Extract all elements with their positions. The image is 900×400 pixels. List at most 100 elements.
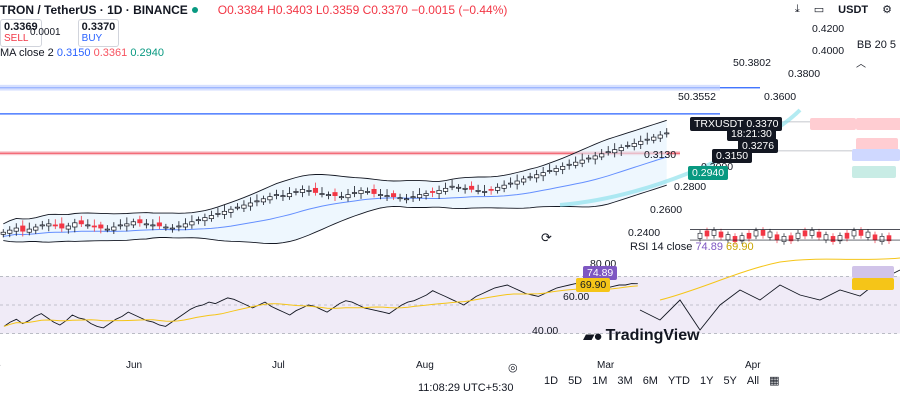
rsi-line [3,283,638,329]
candle-body [410,196,416,199]
candle-body [143,223,149,226]
candle-body [725,234,731,241]
candle-body [718,231,724,238]
rsi-legend-ma-value: 69.90 [726,241,754,253]
candle-body [664,132,670,135]
range-1m[interactable]: 1M [592,375,608,387]
candle-body [795,232,801,239]
candle-body [247,202,253,207]
ma-value-2: 0.3361 [93,47,128,59]
candle-body [397,197,403,200]
ohlc-values: O0.3384 H0.3403 L0.3359 C0.3370 −0.0015 … [217,3,508,17]
rsi-ma-tag-right [852,278,894,290]
candle-body [599,153,605,158]
price-tick: 0.3800 [788,68,821,80]
candle-body [774,234,780,241]
candle-body [169,227,175,230]
candle-body [85,224,91,227]
x-tick-jul: Jul [272,360,285,371]
candle-body [816,231,822,238]
candle-body [534,174,540,179]
range-1y[interactable]: 1Y [699,375,714,387]
candle-body [592,155,598,160]
range-ytd[interactable]: YTD [667,375,690,387]
candle-body [254,200,260,203]
range-5y[interactable]: 5Y [723,375,737,387]
candle-body [753,230,759,237]
candle-body [879,236,885,242]
sell-button[interactable]: 0.3369 SELL [0,19,42,47]
watermark-text: TradingView [605,327,700,344]
ma-tag [852,166,896,178]
price-tick: 0.2600 [650,204,683,216]
candle-body [234,206,240,209]
goto-realtime-icon[interactable]: ◎ [508,362,518,374]
candle-body [221,210,227,215]
price-tick: 0.2400 [628,227,661,239]
candle-body [52,224,58,227]
candle-body [273,194,280,196]
candle-body [657,134,663,139]
candle-body [150,224,156,227]
candle-body [760,229,766,236]
candle-body [618,147,624,152]
countdown-label: 18:21:30 [727,127,776,141]
candle-body [325,194,332,196]
range-5d[interactable]: 5D [568,375,583,387]
candle-body [573,161,579,166]
rsi-tick: 60.00 [563,291,590,303]
currency-selector[interactable]: USDT [838,3,869,16]
buy-button[interactable]: 0.3370 BUY [77,19,120,47]
candle-body [443,187,449,192]
candle-body [858,229,864,236]
bottom-toolbar [0,374,900,400]
date-range-selector: 1D 5D 1M 3M 6M YTD 1Y 5Y All ▦ [539,374,785,388]
candle-body [560,166,566,170]
candle-body [837,235,843,242]
replay-icon[interactable]: ⟳ [541,230,552,245]
candle-body [260,198,266,203]
candle-body [482,191,488,193]
rsi-ma-line [3,285,638,327]
rsi-legend-value: 74.89 [695,241,723,253]
camera-icon[interactable]: ▭ [813,4,825,16]
rsi-ma-line-right [659,257,900,301]
candle-body [417,194,423,199]
ref-level-2-label: 0.3130 [644,149,677,161]
level-label-mid: 50.3552 [678,91,716,103]
price-tick: 0.4200 [812,23,845,35]
candle-body [312,187,319,193]
rsi-legend[interactable]: RSI 14 close 74.89 69.90 [630,241,754,253]
candle-body [299,189,306,193]
collapse-chevron-icon[interactable]: ︿ [856,59,866,70]
candle-body [767,231,773,238]
candle-body [521,178,527,183]
utc-clock[interactable]: 11:08:29 UTC+5:30 [418,382,514,394]
alert-tag [810,118,856,130]
candle-body [306,190,312,192]
candle-body [547,170,553,172]
market-open-dot [191,7,198,13]
candle-body [59,223,65,229]
ma-legend[interactable]: MA close 2 0.3150 0.3361 0.2940 [0,47,164,59]
symbol-title[interactable]: TRON / TetherUS · 1D · BINANCE [0,3,188,17]
candle-body [33,226,39,231]
candle-body [781,236,787,242]
range-6m[interactable]: 6M [642,375,658,387]
candle-body [456,186,462,189]
range-1d[interactable]: 1D [544,375,559,387]
range-all[interactable]: All [746,375,760,387]
price-chart[interactable] [0,0,900,374]
bb-legend[interactable]: BB 20 5 [856,39,896,51]
arrow-down-icon[interactable]: ⤓ [794,3,800,15]
calendar-icon[interactable]: ▦ [769,375,780,387]
gear-icon[interactable]: ⚙ [882,4,892,16]
candle-body [886,235,892,242]
x-tick-aug: Aug [416,360,434,371]
candle-body [631,143,637,147]
candle-body [78,220,84,225]
candle-body [404,198,410,201]
candle-body [823,234,829,241]
x-tick-apr: Apr [745,360,761,371]
range-3m[interactable]: 3M [617,375,633,387]
